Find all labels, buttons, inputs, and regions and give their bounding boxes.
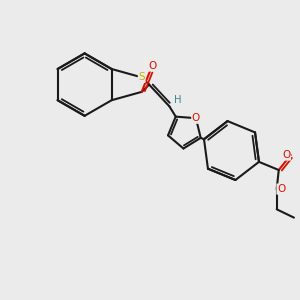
Text: H: H <box>174 95 182 105</box>
Text: O: O <box>148 61 156 71</box>
Text: O: O <box>282 150 290 160</box>
Text: O: O <box>277 184 285 194</box>
Text: O: O <box>192 113 200 123</box>
Text: S: S <box>138 72 145 82</box>
